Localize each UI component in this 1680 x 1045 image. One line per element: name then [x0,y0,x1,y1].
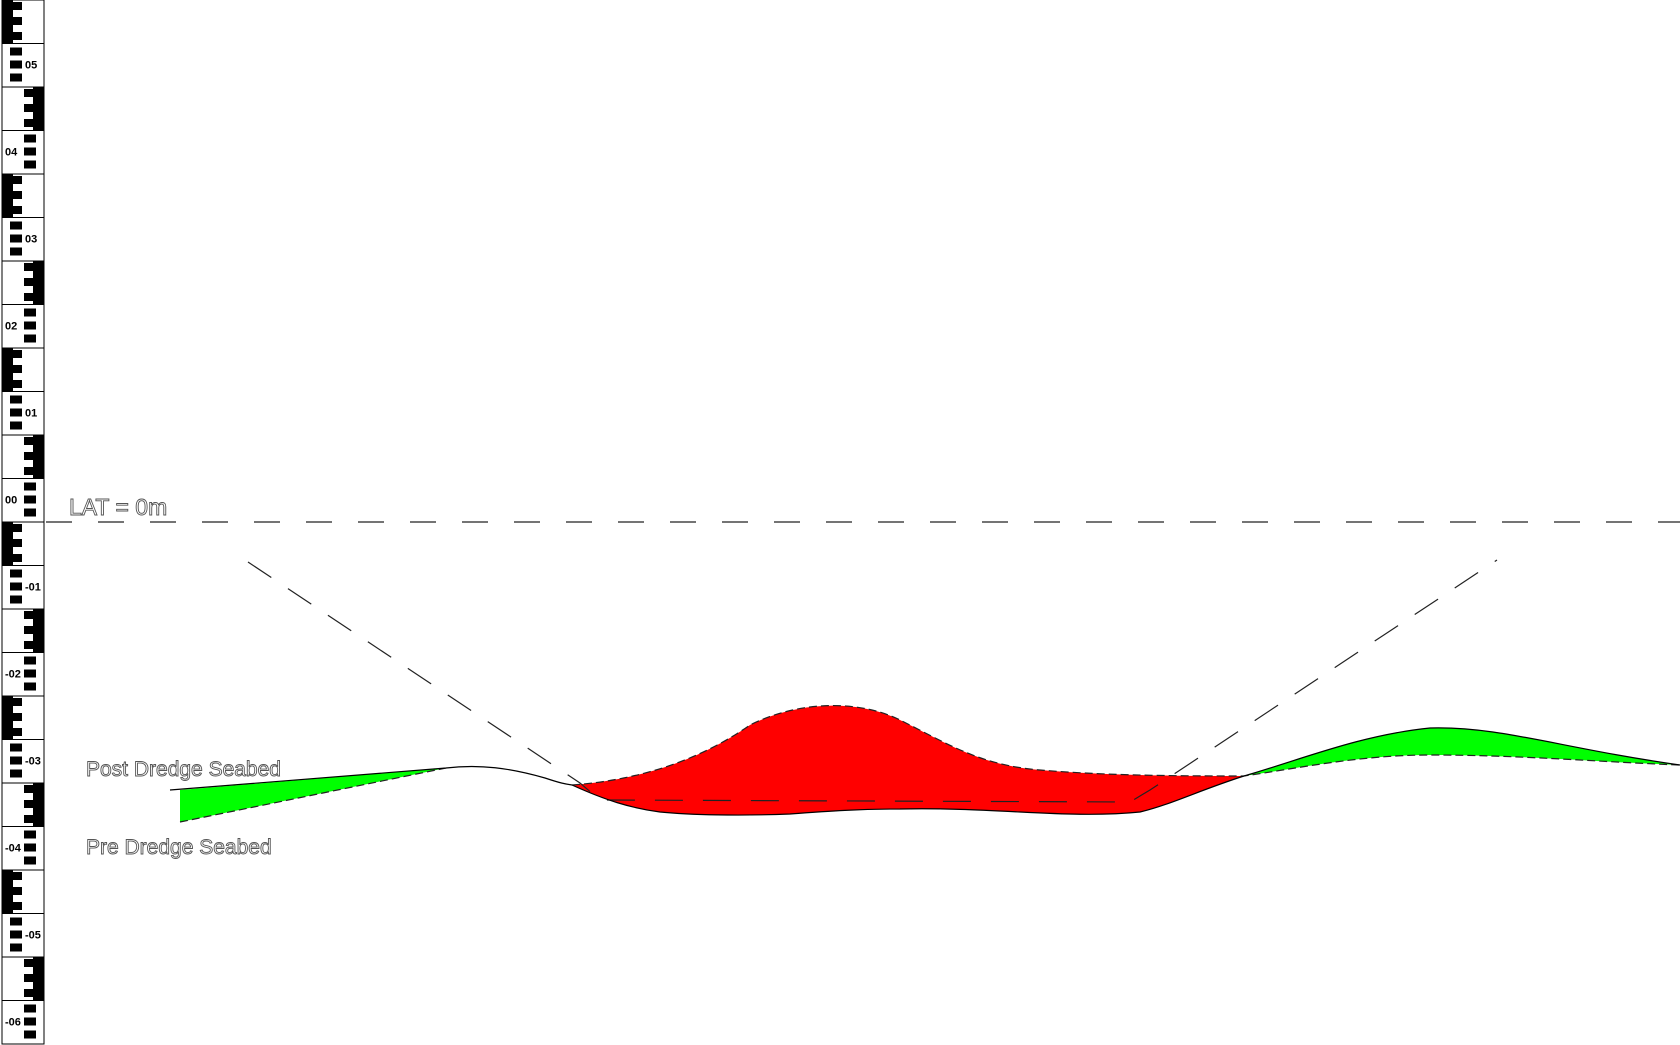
gauge-mark [24,278,44,286]
gauge-mark [24,974,44,982]
gauge-mark [24,1017,36,1026]
gauge-mark [2,191,22,199]
gauge-mark [24,508,36,517]
gauge-mark [2,380,22,388]
post-dredge-seabed-line [169,727,1680,816]
gauge-mark [24,437,44,445]
gauge-mark [24,856,36,865]
gauge-mark [24,495,36,504]
gauge-mark [24,815,44,823]
gauge-mark [10,247,22,256]
gauge-mark [24,611,44,619]
gauge-mark [24,467,44,475]
gauge-mark [2,206,22,214]
gauge-mark [24,308,36,317]
gauge-mark [24,959,44,967]
gauge-mark [24,134,36,143]
gauge-mark [2,902,22,910]
lat-label: LAT = 0m [69,494,167,520]
gauge-mark [24,669,36,678]
gauge-mark [24,147,36,156]
gauge-mark [10,582,22,591]
gauge-mark [24,830,36,839]
gauge-mark [2,365,22,373]
gauge-mark [10,73,22,82]
gauge-mark [2,554,22,562]
gauge-mark [10,60,22,69]
gauge-label: 04 [5,147,18,159]
gauge-mark [10,395,22,404]
gauge-mark [24,89,44,97]
gauge-mark [2,728,22,736]
gauge-label: -05 [25,930,41,942]
gauge-mark [24,785,44,793]
tide-gauge: 05 04 03 02 01 00 -01 -02 -03 -04 -05 -06 [1,0,45,1045]
gauge-mark [2,2,22,10]
fill-area-right [1244,727,1680,776]
gauge-mark [24,104,44,112]
gauge-mark [24,800,44,808]
gauge-mark [10,47,22,56]
gauge-mark [10,756,22,765]
gauge-label: -02 [5,669,21,681]
gauge-mark [10,595,22,604]
gauge-mark [10,743,22,752]
gauge-mark [24,1030,36,1039]
gauge-mark [24,656,36,665]
gauge-mark [2,17,22,25]
gauge-label: -03 [25,756,41,768]
gauge-mark [2,887,22,895]
gauge-mark [2,350,22,358]
gauge-mark [10,943,22,952]
gauge-mark [24,482,36,491]
gauge-mark [2,698,22,706]
gauge-mark [10,569,22,578]
post-dredge-label: Post Dredge Seabed [86,758,281,781]
gauge-label: 03 [25,234,37,246]
design-channel-line [247,559,1498,803]
gauge-mark [2,539,22,547]
gauge-mark [2,176,22,184]
gauge-label: 02 [5,321,17,333]
gauge-mark [24,452,44,460]
gauge-mark [24,1004,36,1013]
gauge-label: 00 [5,495,17,507]
gauge-label: 05 [25,60,37,72]
gauge-label: -06 [5,1017,21,1029]
gauge-mark [10,421,22,430]
gauge-mark [10,917,22,926]
gauge-mark [10,234,22,243]
pre-dredge-label: Pre Dredge Seabed [86,836,272,859]
gauge-mark [24,989,44,997]
gauge-label: -04 [5,843,22,855]
dredged-area [572,705,1244,816]
gauge-mark [24,263,44,271]
gauge-mark [24,160,36,169]
gauge-cell [1,1000,45,1045]
gauge-label: 01 [25,408,37,420]
gauge-mark [2,524,22,532]
pre-dredge-seabed-line [179,704,1680,823]
gauge-mark [2,713,22,721]
gauge-mark [24,641,44,649]
gauge-mark [24,626,44,634]
gauge-mark [24,682,36,691]
gauge-mark [10,221,22,230]
gauge-mark [24,293,44,301]
gauge-mark [10,930,22,939]
gauge-mark [2,872,22,880]
gauge-mark [24,843,36,852]
gauge-mark [2,32,22,40]
gauge-mark [24,321,36,330]
gauge-mark [10,769,22,778]
gauge-mark [24,334,36,343]
gauge-label: -01 [25,582,41,594]
gauge-mark [24,119,44,127]
gauge-mark [10,408,22,417]
